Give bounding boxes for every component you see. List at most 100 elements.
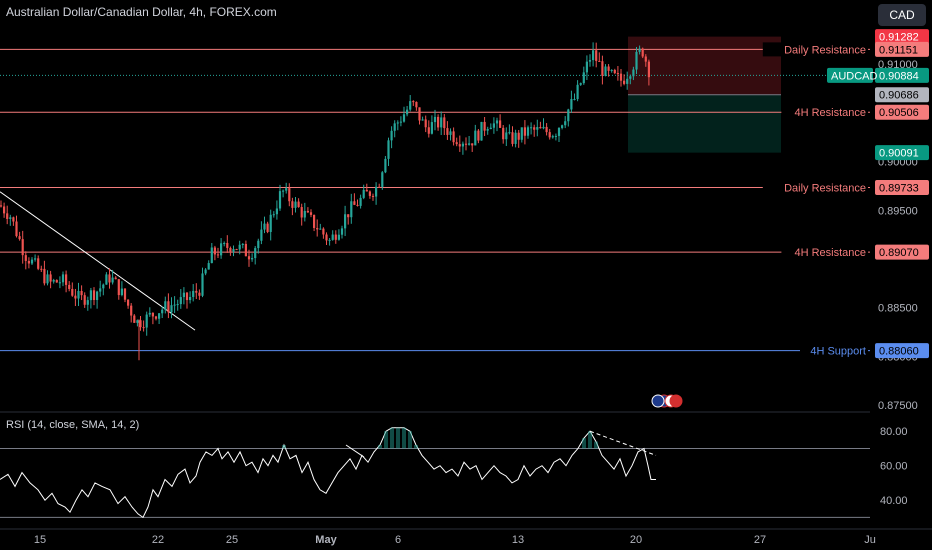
candle (393, 120, 396, 138)
candle (483, 116, 486, 137)
candle (511, 126, 514, 147)
candle-body (117, 279, 120, 296)
candle (610, 69, 613, 73)
candle-body (167, 301, 170, 313)
candle-body (368, 191, 371, 196)
candle (158, 313, 161, 325)
entry-badge: 0.90686 (879, 90, 919, 102)
candle-body (303, 210, 306, 218)
candle (275, 200, 278, 220)
candle (269, 209, 272, 241)
candle (368, 190, 371, 199)
candle (151, 312, 154, 325)
candle (282, 189, 285, 198)
candle-body (508, 132, 511, 134)
level-label-1: 4H Resistance (794, 107, 866, 119)
candle-body (468, 143, 471, 145)
currency-button[interactable]: CAD (878, 4, 926, 26)
candle (130, 303, 133, 323)
candle (164, 296, 167, 314)
candle (365, 183, 368, 192)
level-label-bg-0 (762, 42, 868, 57)
level-label-bg-2 (762, 180, 868, 195)
candle-body (164, 301, 167, 310)
candle (244, 240, 247, 257)
candle-body (576, 84, 579, 100)
candle (216, 247, 220, 259)
candle (294, 196, 297, 213)
candle (526, 125, 530, 139)
candle (595, 42, 598, 68)
candle-body (502, 127, 505, 140)
candle-body (37, 258, 40, 269)
candle-body (96, 291, 99, 301)
candle (288, 183, 291, 207)
candle-body (77, 290, 80, 299)
candle-body (210, 247, 213, 264)
candle (173, 296, 176, 313)
candle (477, 129, 480, 144)
candle-body (130, 305, 133, 316)
take-profit-zone (628, 94, 781, 153)
candle-body (530, 127, 533, 129)
candle (123, 288, 127, 303)
candle-body (421, 119, 424, 121)
candle (402, 106, 406, 123)
candle-body (86, 300, 89, 305)
candle (9, 214, 12, 226)
candle-body (229, 247, 232, 252)
candle (55, 279, 58, 283)
candle-body (551, 136, 554, 138)
candle-body (396, 122, 399, 124)
candle-body (378, 186, 381, 188)
candle-body (390, 130, 393, 141)
candle-body (49, 274, 52, 282)
candle (409, 95, 412, 112)
candle (201, 267, 204, 298)
candle-body (483, 121, 486, 131)
candle-body (595, 50, 598, 61)
event-flag-icon (651, 394, 665, 408)
candle-body (176, 304, 179, 306)
candle (567, 108, 570, 127)
candle-body (6, 213, 9, 219)
candle (297, 198, 300, 208)
candle-body (387, 140, 390, 159)
candle (241, 243, 244, 249)
rsi-pane (0, 427, 870, 519)
candle (120, 281, 123, 297)
candle-body (133, 315, 136, 323)
candle (185, 292, 189, 309)
time-tick-8: Ju (864, 534, 876, 546)
time-tick-5: 13 (512, 534, 524, 546)
target-badge-bg (875, 145, 929, 161)
candle-body (123, 288, 127, 300)
candle-body (347, 214, 350, 218)
entry-badge-bg (875, 87, 929, 103)
candle (539, 121, 542, 129)
candle-body (145, 314, 148, 328)
candle-body (626, 78, 629, 84)
candle (102, 283, 105, 296)
rsi-divergence-line (589, 430, 657, 456)
candle (257, 238, 260, 254)
candle-body (495, 120, 499, 124)
candle-body (542, 126, 545, 129)
candle (195, 283, 198, 300)
candle-body (306, 210, 309, 213)
candle (647, 59, 650, 86)
candle-body (220, 243, 223, 256)
level-label-0: Daily Resistance (784, 44, 866, 56)
level-label-3: 4H Resistance (794, 247, 866, 259)
rsi-tick-0: 80.00 (880, 426, 908, 438)
candle (114, 276, 117, 280)
candle (105, 272, 108, 285)
candle (266, 221, 269, 234)
candle (592, 42, 595, 67)
candle-body (232, 249, 235, 252)
candle-body (561, 125, 564, 128)
candle (210, 242, 213, 264)
candle (303, 202, 306, 222)
candle-body (291, 201, 294, 208)
